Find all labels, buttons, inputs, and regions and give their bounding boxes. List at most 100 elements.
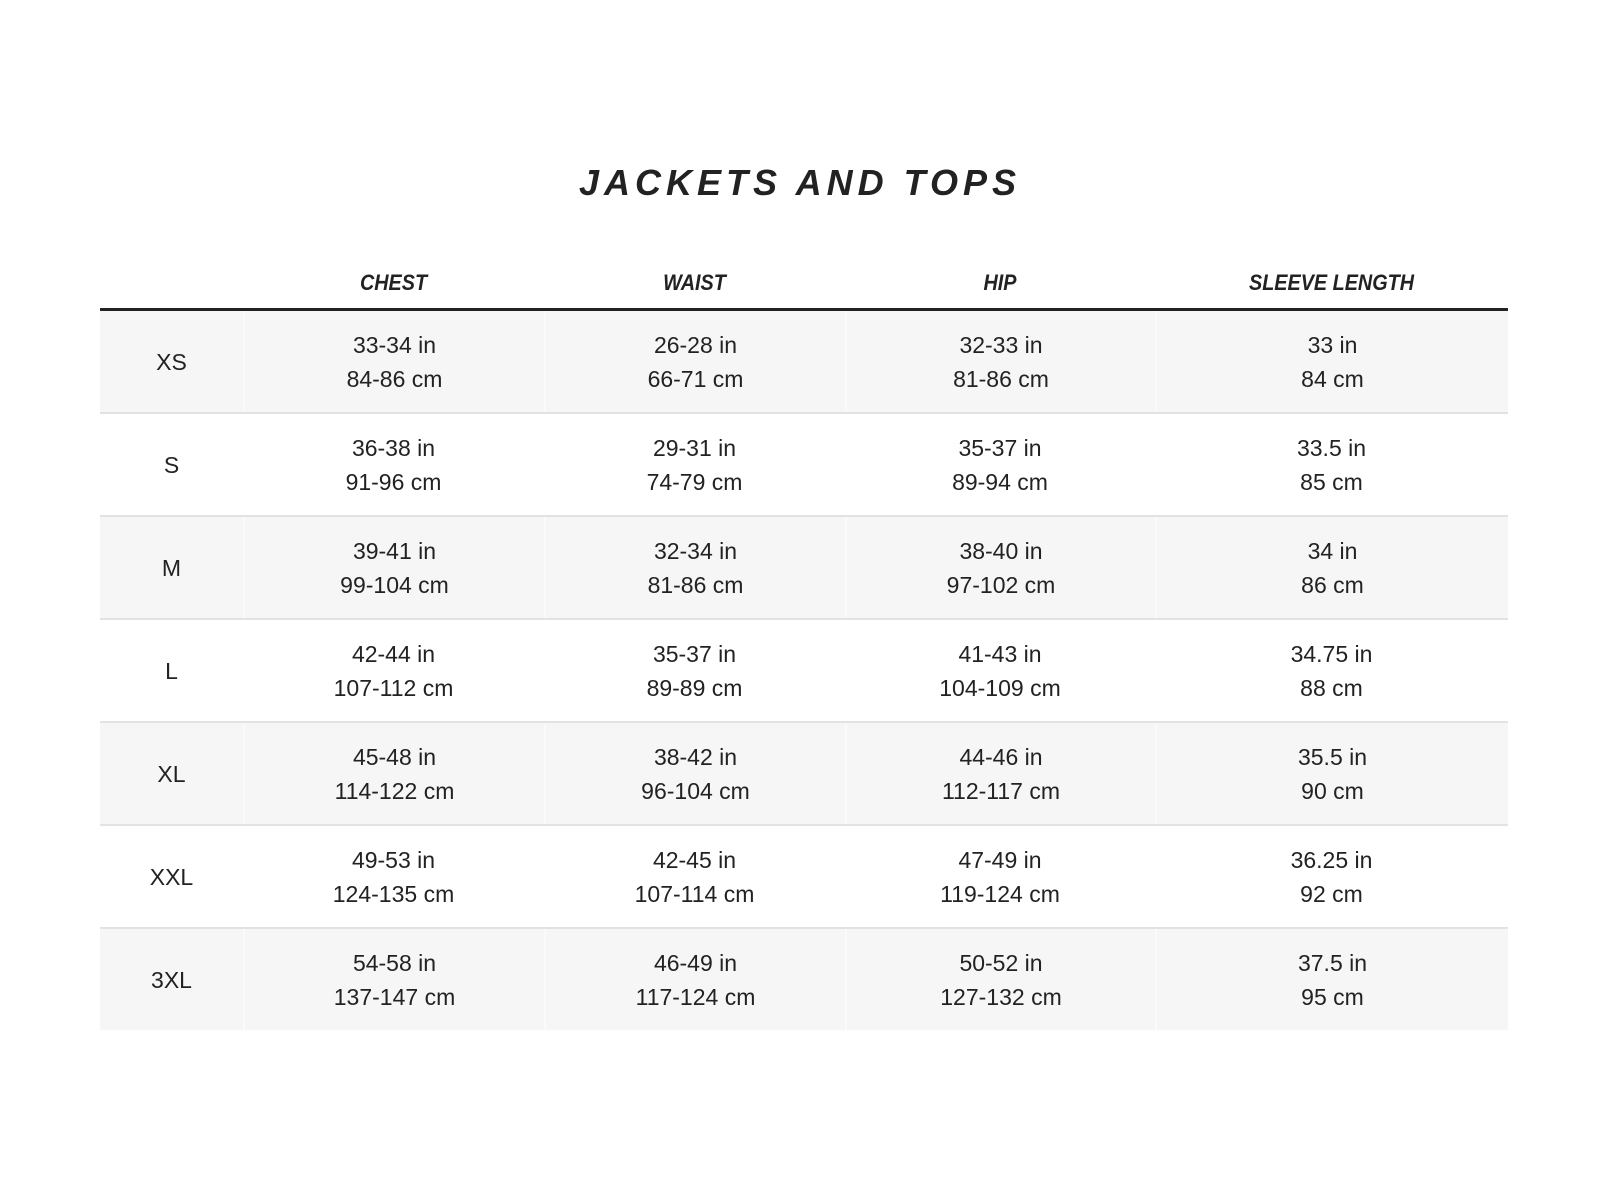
inches-value: 54-58 in (352, 949, 437, 976)
cm-value: 89-89 cm (646, 674, 743, 701)
sleeve-cell: 37.5 in 95 cm (1155, 929, 1508, 1030)
sleeve-cell: 34 in 86 cm (1155, 517, 1508, 618)
inches-value: 35-37 in (958, 434, 1042, 461)
size-label: 3XL (100, 929, 243, 1030)
cm-value: 96-104 cm (641, 777, 750, 804)
table-row: XL 45-48 in 114-122 cm 38-42 in 96-104 cm 44-… (100, 723, 1508, 826)
cm-value: 97-102 cm (946, 571, 1056, 598)
hip-cell: 47-49 in 119-124 cm (845, 826, 1155, 927)
cm-value: 86 cm (1301, 571, 1364, 598)
hip-cell: 41-43 in 104-109 cm (845, 620, 1155, 721)
inches-value: 33 in (1307, 331, 1358, 358)
inches-value: 32-34 in (653, 537, 738, 564)
inches-value: 37.5 in (1297, 949, 1368, 976)
inches-value: 33.5 in (1296, 434, 1367, 461)
size-label: XL (100, 723, 243, 824)
table-row: 3XL 54-58 in 137-147 cm 46-49 in 117-124 cm 5… (100, 929, 1508, 1030)
page-title: JACKETS AND TOPS (578, 162, 1022, 203)
sleeve-cell: 35.5 in 90 cm (1155, 723, 1508, 824)
inches-value: 38-42 in (653, 743, 738, 770)
cm-value: 127-132 cm (940, 983, 1062, 1010)
inches-value: 35-37 in (652, 640, 737, 667)
table-row: L 42-44 in 107-112 cm 35-37 in 89-89 cm 41-43… (100, 620, 1508, 723)
cm-value: 74-79 cm (646, 468, 743, 495)
cm-value: 92 cm (1300, 880, 1363, 907)
cm-value: 89-94 cm (952, 468, 1048, 495)
inches-value: 34.75 in (1290, 640, 1373, 667)
size-label: S (163, 451, 180, 478)
hip-cell: 44-46 in 112-117 cm (845, 723, 1155, 824)
header-hip: HIP (983, 270, 1017, 295)
table-row: M 39-41 in 99-104 cm 32-34 in 81-86 cm 38-40 … (100, 517, 1508, 620)
cm-value: 88 cm (1300, 674, 1363, 701)
chest-cell: 45-48 in 114-122 cm (243, 723, 544, 824)
cm-value: 104-109 cm (939, 674, 1061, 701)
cm-value: 84-86 cm (346, 365, 443, 392)
inches-value: 32-33 in (959, 331, 1043, 358)
size-label: XXL (149, 863, 194, 890)
chest-cell: 54-58 in 137-147 cm (243, 929, 544, 1030)
cm-value: 124-135 cm (332, 880, 455, 907)
cm-value: 81-86 cm (953, 365, 1049, 392)
inches-value: 47-49 in (958, 846, 1042, 873)
sleeve-cell: 36.25 in 92 cm (1155, 826, 1508, 927)
chest-cell: 33-34 in 84-86 cm (243, 311, 544, 412)
cm-value: 137-147 cm (333, 983, 456, 1010)
size-label: M (100, 517, 243, 618)
header-sleeve-length: SLEEVE LENGTH (1248, 270, 1415, 295)
inches-value: 46-49 in (653, 949, 738, 976)
inches-value: 44-46 in (959, 743, 1043, 770)
cm-value: 117-124 cm (635, 983, 756, 1010)
table-header: CHEST WAIST HIP SLEEVE LENGTH (100, 258, 1508, 311)
chest-cell: 36-38 in 91-96 cm (243, 414, 544, 515)
table-row: XS 33-34 in 84-86 cm 26-28 in 66-71 cm 32-33 … (100, 311, 1508, 414)
inches-value: 39-41 in (352, 537, 437, 564)
table-body: XS 33-34 in 84-86 cm 26-28 in 66-71 cm 32-33 … (100, 311, 1508, 1030)
inches-value: 36.25 in (1290, 846, 1373, 873)
cm-value: 91-96 cm (345, 468, 442, 495)
waist-cell: 46-49 in 117-124 cm (544, 929, 845, 1030)
inches-value: 34 in (1307, 537, 1358, 564)
sleeve-cell: 34.75 in 88 cm (1155, 620, 1508, 721)
waist-cell: 29-31 in 74-79 cm (544, 414, 845, 515)
cm-value: 99-104 cm (340, 571, 449, 598)
hip-cell: 38-40 in 97-102 cm (845, 517, 1155, 618)
table-row: XXL 49-53 in 124-135 cm 42-45 in 107-114 cm 4… (100, 826, 1508, 929)
waist-cell: 26-28 in 66-71 cm (544, 311, 845, 412)
cm-value: 66-71 cm (647, 365, 744, 392)
cm-value: 114-122 cm (334, 777, 455, 804)
header-chest: CHEST (359, 270, 428, 295)
hip-cell: 32-33 in 81-86 cm (845, 311, 1155, 412)
header-waist: WAIST (663, 270, 726, 295)
cm-value: 85 cm (1300, 468, 1363, 495)
chest-cell: 42-44 in 107-112 cm (243, 620, 544, 721)
inches-value: 45-48 in (352, 743, 437, 770)
cm-value: 107-114 cm (634, 880, 755, 907)
waist-cell: 35-37 in 89-89 cm (544, 620, 845, 721)
inches-value: 41-43 in (958, 640, 1042, 667)
cm-value: 95 cm (1301, 983, 1364, 1010)
size-label: XS (100, 311, 243, 412)
chest-cell: 49-53 in 124-135 cm (243, 826, 544, 927)
inches-value: 29-31 in (652, 434, 737, 461)
inches-value: 38-40 in (959, 537, 1043, 564)
inches-value: 42-44 in (351, 640, 436, 667)
inches-value: 35.5 in (1297, 743, 1368, 770)
cm-value: 112-117 cm (941, 777, 1061, 804)
inches-value: 26-28 in (653, 331, 738, 358)
chest-cell: 39-41 in 99-104 cm (243, 517, 544, 618)
size-label: L (165, 657, 178, 684)
inches-value: 42-45 in (652, 846, 737, 873)
inches-value: 50-52 in (959, 949, 1043, 976)
cm-value: 90 cm (1301, 777, 1364, 804)
sleeve-cell: 33.5 in 85 cm (1155, 414, 1508, 515)
table-row: S 36-38 in 91-96 cm 29-31 in 74-79 cm 35-37 i… (100, 414, 1508, 517)
waist-cell: 32-34 in 81-86 cm (544, 517, 845, 618)
inches-value: 49-53 in (351, 846, 436, 873)
hip-cell: 35-37 in 89-94 cm (845, 414, 1155, 515)
cm-value: 119-124 cm (940, 880, 1060, 907)
hip-cell: 50-52 in 127-132 cm (845, 929, 1155, 1030)
inches-value: 36-38 in (351, 434, 436, 461)
cm-value: 107-112 cm (333, 674, 454, 701)
cm-value: 84 cm (1301, 365, 1364, 392)
